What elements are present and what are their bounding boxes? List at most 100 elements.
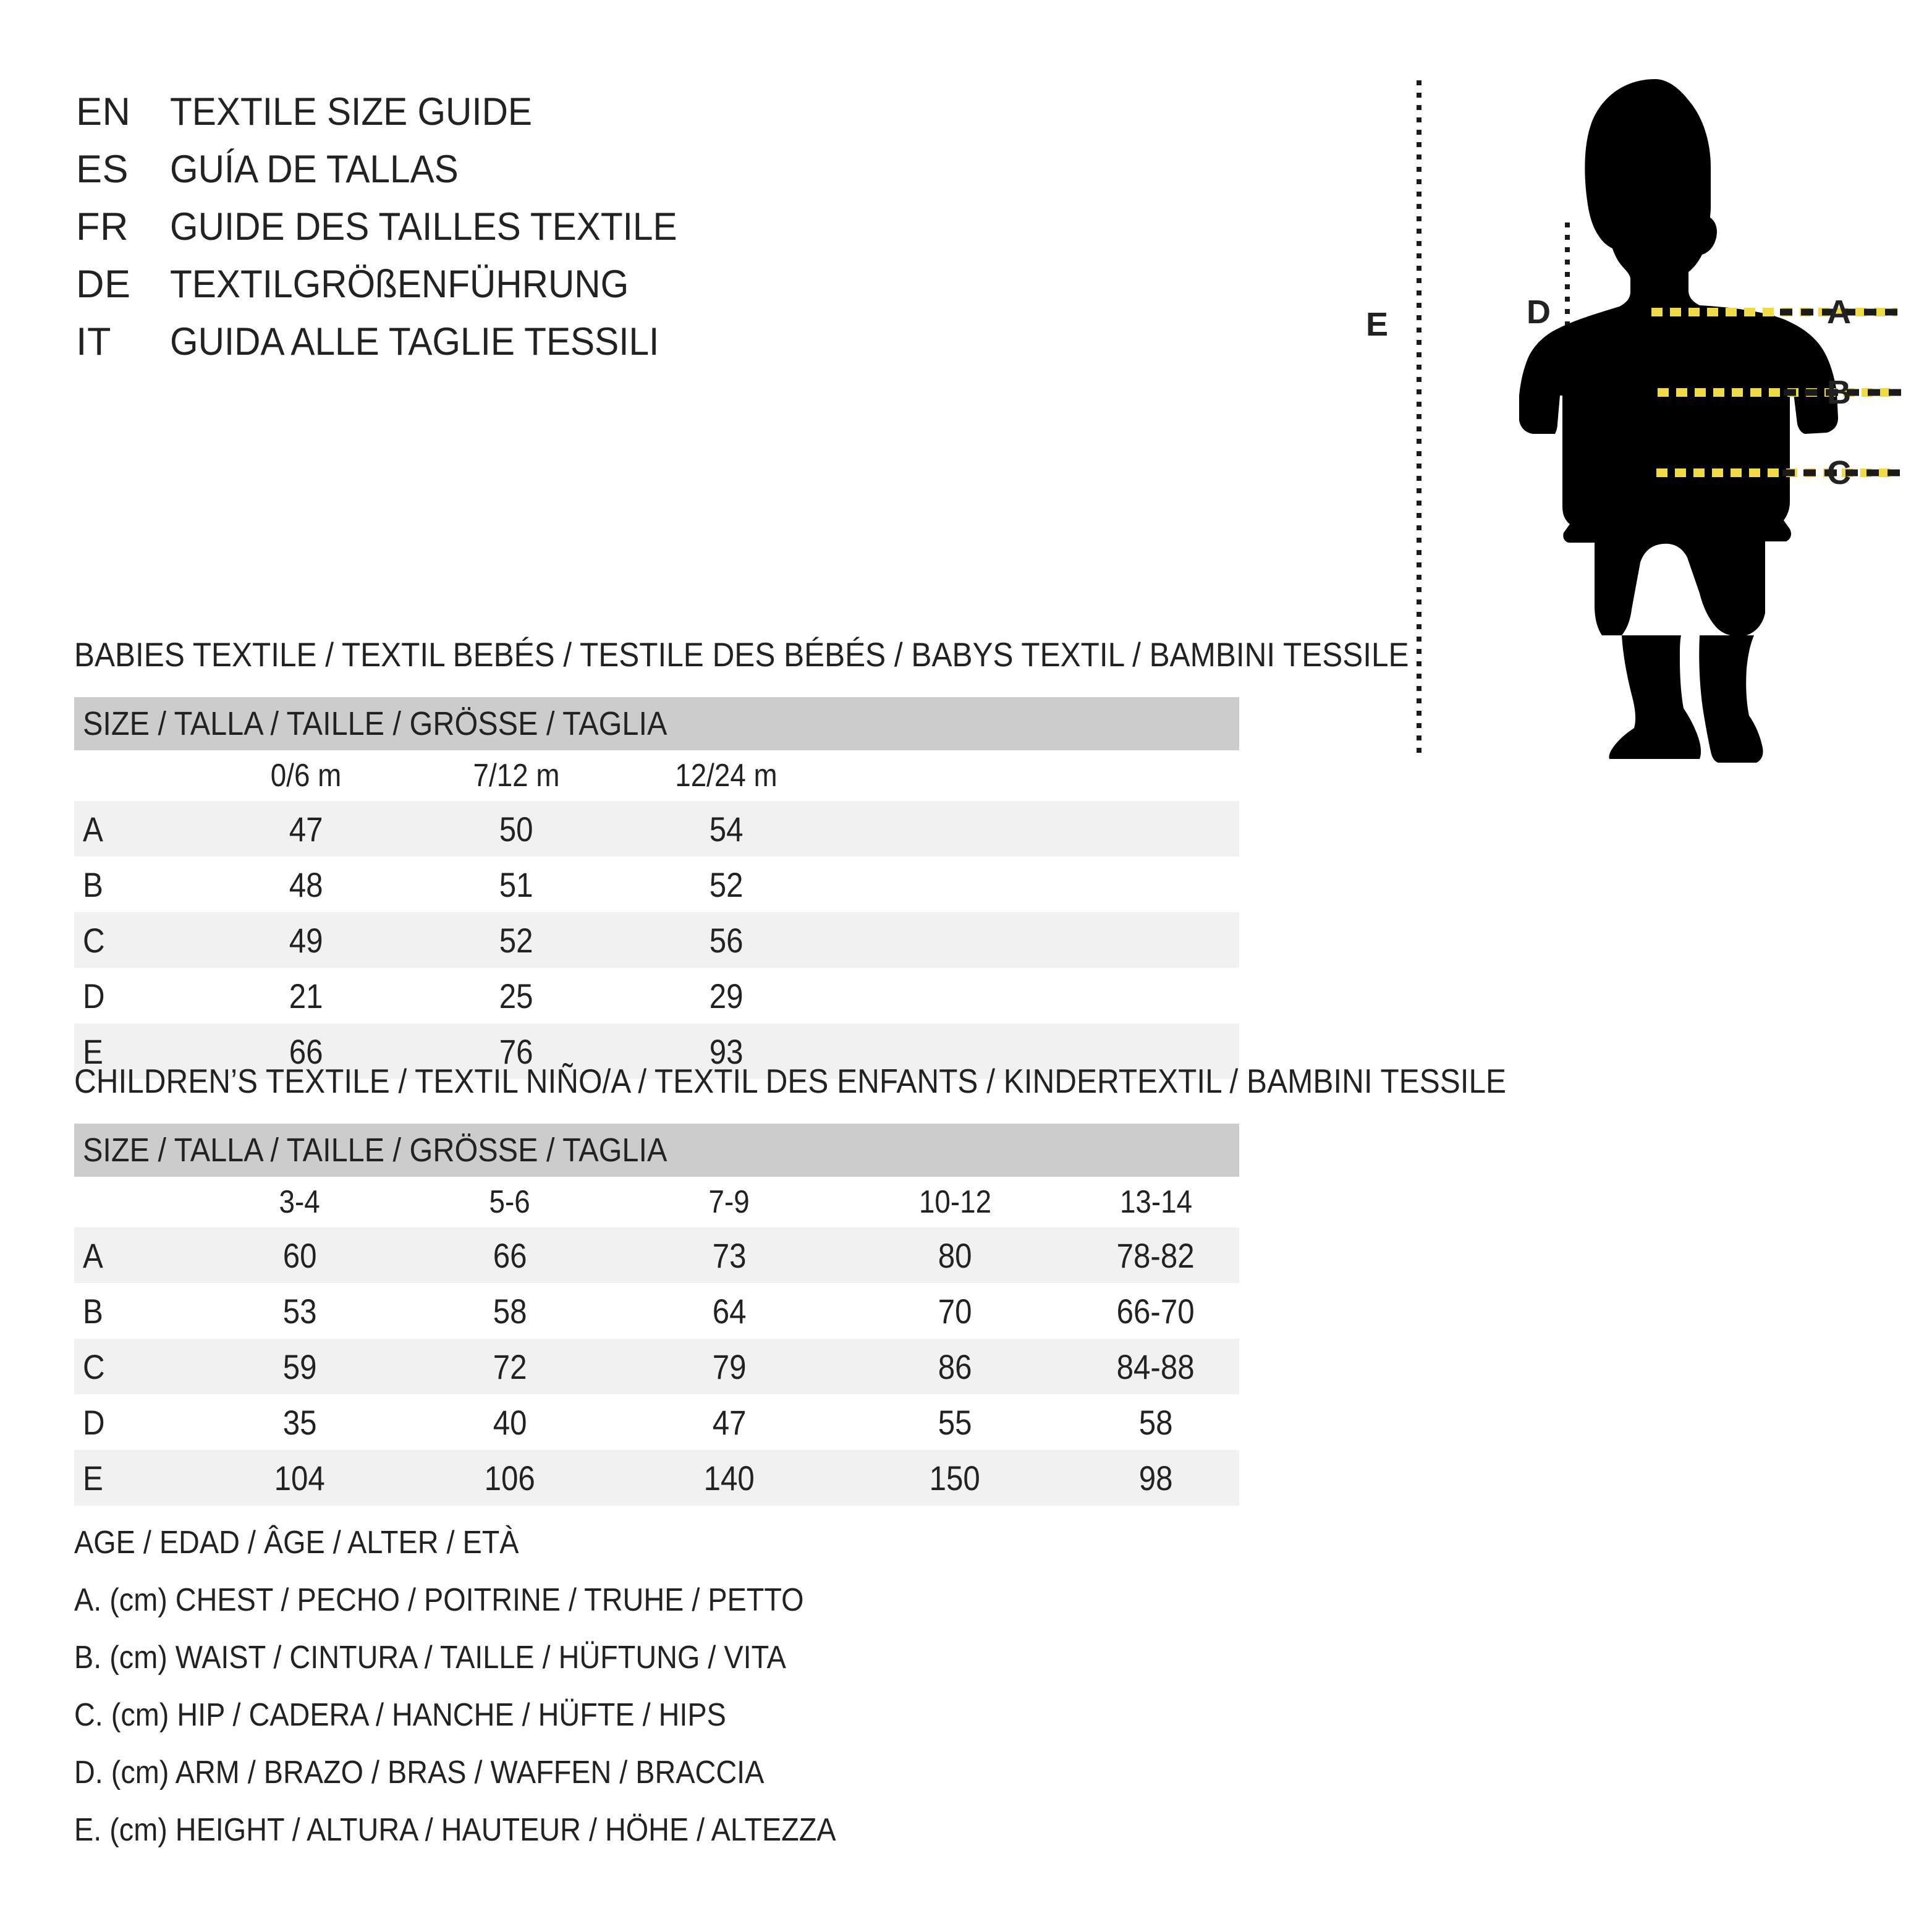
children-row-label-a: A: [74, 1227, 201, 1283]
children-cell-text: 79: [712, 1347, 747, 1386]
babies-col-header-0-text: 0/6 m: [270, 758, 342, 794]
babies-col-header-1-text: 7/12 m: [473, 758, 559, 794]
babies-cell: 52: [621, 857, 831, 912]
children-cell: 35: [201, 1394, 399, 1450]
children-row-label-d-text: D: [83, 1402, 105, 1442]
children-cell-text: 72: [493, 1347, 527, 1386]
legend-item-c: C. (cm) HIP / CADERA / HANCHE / HÜFTE / …: [74, 1697, 726, 1733]
children-col-header-4: 13-14: [1072, 1177, 1240, 1227]
children-row-label-b: B: [74, 1283, 201, 1339]
measurement-figure-diagram: A B C D E: [1366, 74, 1904, 766]
children-cell-text: 84-88: [1117, 1347, 1195, 1386]
children-cell-text: 53: [282, 1291, 317, 1331]
children-section-title: CHILDREN’S TEXTILE / TEXTIL NIÑO/A / TEX…: [74, 1062, 1507, 1100]
babies-row-label-b: B: [74, 857, 201, 912]
babies-row-label-e-text: E: [83, 1032, 103, 1071]
babies-row-label-e: E: [74, 1023, 201, 1079]
babies-cell: 52: [411, 912, 621, 968]
legend-heading: AGE / EDAD / ÂGE / ALTER / ETÀ: [74, 1525, 519, 1561]
language-code-fr: FR: [76, 205, 129, 248]
children-cell: 47: [621, 1394, 837, 1450]
babies-cell-text: 48: [289, 865, 323, 904]
babies-row-label-d: D: [74, 968, 201, 1023]
language-title-it: GUIDA ALLE TAGLIE TESSILI: [170, 320, 659, 363]
children-cell-text: 47: [712, 1402, 747, 1442]
babies-cell: 47: [201, 801, 411, 857]
table-row: C 59 72 79 86 84-88: [74, 1339, 1240, 1394]
children-cell-text: 73: [712, 1235, 747, 1275]
children-cell: 86: [837, 1339, 1072, 1394]
language-title-de: TEXTILGRÖßENFÜHRUNG: [170, 263, 629, 306]
table-row: E 66 76 93: [74, 1023, 1240, 1079]
table-row: C 49 52 56: [74, 912, 1240, 968]
child-silhouette: [1519, 79, 1838, 763]
babies-cell-spacer: [831, 1023, 1240, 1079]
children-cell-text: 60: [282, 1235, 317, 1275]
babies-row-label-c: C: [74, 912, 201, 968]
babies-cell: 66: [201, 1023, 411, 1079]
table-row: D 35 40 47 55 58: [74, 1394, 1240, 1450]
babies-cell-text: 49: [289, 920, 323, 960]
babies-col-header-2-text: 12/24 m: [675, 758, 777, 794]
table-row: B 48 51 52: [74, 857, 1240, 912]
babies-cell-text: 76: [499, 1032, 533, 1071]
children-cell: 58: [1072, 1394, 1240, 1450]
language-code-es: ES: [76, 148, 129, 191]
table-row: B 53 58 64 70 66-70: [74, 1283, 1240, 1339]
babies-cell: 51: [411, 857, 621, 912]
babies-section-title: BABIES TEXTILE / TEXTIL BEBÉS / TESTILE …: [74, 635, 1409, 674]
children-row-label-e: E: [74, 1450, 201, 1506]
babies-row-label-a-text: A: [83, 809, 103, 849]
babies-cell-text: 47: [289, 809, 323, 849]
children-row-label-e-text: E: [83, 1458, 103, 1498]
children-col-header-3: 10-12: [837, 1177, 1072, 1227]
babies-table-header-band: SIZE / TALLA / TAILLE / GRÖSSE / TAGLIA: [74, 697, 1240, 750]
language-row: ES GUÍA DE TALLAS: [76, 150, 1250, 208]
children-col-header-1: 5-6: [399, 1177, 621, 1227]
babies-cell-text: 93: [709, 1032, 744, 1071]
children-cell-text: 58: [493, 1291, 527, 1331]
children-cell-text: 35: [282, 1402, 317, 1442]
children-column-header-row: 3-4 5-6 7-9 10-12 13-14: [74, 1177, 1240, 1227]
babies-cell-text: 52: [499, 920, 533, 960]
children-cell: 60: [201, 1227, 399, 1283]
children-cell-text: 78-82: [1117, 1235, 1195, 1275]
babies-column-header-row: 0/6 m 7/12 m 12/24 m: [74, 750, 1240, 801]
table-row: A 60 66 73 80 78-82: [74, 1227, 1240, 1283]
children-cell-text: 66: [493, 1235, 527, 1275]
children-cell: 53: [201, 1283, 399, 1339]
measure-label-b: B: [1827, 374, 1851, 411]
children-cell: 98: [1072, 1450, 1240, 1506]
children-row-label-c: C: [74, 1339, 201, 1394]
children-cell-text: 86: [938, 1347, 972, 1386]
children-row-label-a-text: A: [83, 1235, 103, 1275]
table-row: D 21 25 29: [74, 968, 1240, 1023]
babies-row-label-c-text: C: [83, 920, 105, 960]
babies-cell: 50: [411, 801, 621, 857]
babies-cell-text: 25: [499, 976, 533, 1015]
children-cell: 84-88: [1072, 1339, 1240, 1394]
table-row: E 104 106 140 150 98: [74, 1450, 1240, 1506]
babies-cell-text: 29: [709, 976, 744, 1015]
children-cell-text: 40: [493, 1402, 527, 1442]
children-row-label-b-text: B: [83, 1291, 103, 1331]
babies-cell: 76: [411, 1023, 621, 1079]
babies-cell: 49: [201, 912, 411, 968]
babies-corner-cell: [74, 750, 201, 801]
babies-cell: 54: [621, 801, 831, 857]
language-header-block: EN TEXTILE SIZE GUIDE ES GUÍA DE TALLAS …: [76, 93, 1250, 380]
children-cell-text: 64: [712, 1291, 747, 1331]
children-cell: 106: [399, 1450, 621, 1506]
children-cell: 70: [837, 1283, 1072, 1339]
children-cell-text: 58: [1138, 1402, 1173, 1442]
language-code-en: EN: [76, 90, 131, 133]
measure-label-e: E: [1366, 306, 1389, 343]
legend-item-b: B. (cm) WAIST / CINTURA / TAILLE / HÜFTU…: [74, 1640, 786, 1676]
children-row-label-d: D: [74, 1394, 201, 1450]
babies-row-label-d-text: D: [83, 976, 105, 1015]
children-cell: 78-82: [1072, 1227, 1240, 1283]
children-cell-text: 140: [703, 1458, 755, 1498]
children-cell: 66-70: [1072, 1283, 1240, 1339]
babies-cell-text: 51: [499, 865, 533, 904]
children-cell: 73: [621, 1227, 837, 1283]
